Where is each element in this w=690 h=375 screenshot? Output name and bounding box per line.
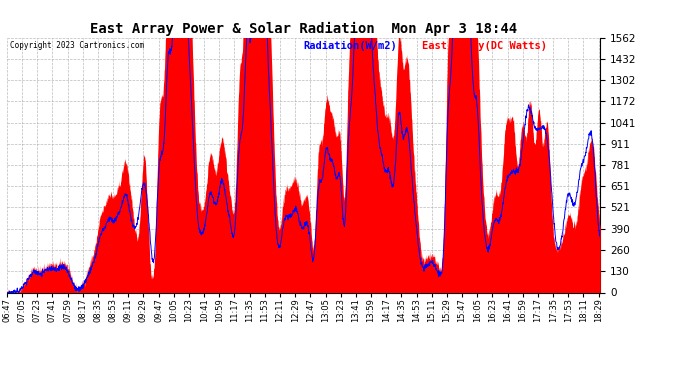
Text: East Array(DC Watts): East Array(DC Watts) xyxy=(422,41,547,51)
Title: East Array Power & Solar Radiation  Mon Apr 3 18:44: East Array Power & Solar Radiation Mon A… xyxy=(90,22,518,36)
Text: Copyright 2023 Cartronics.com: Copyright 2023 Cartronics.com xyxy=(10,41,144,50)
Text: Radiation(W/m2): Radiation(W/m2) xyxy=(304,41,397,51)
